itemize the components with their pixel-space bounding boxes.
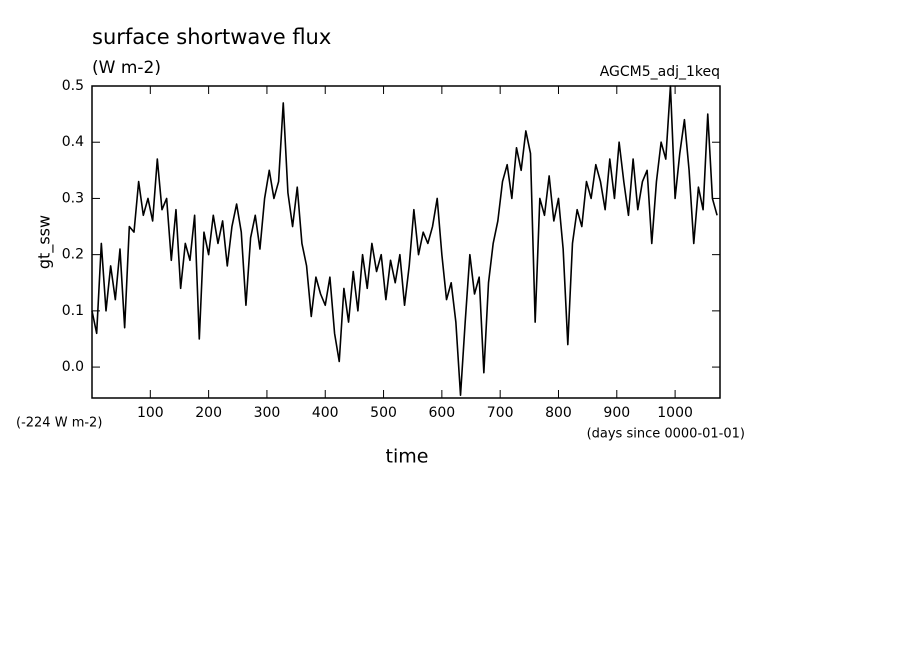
y-tick-label: 0.4 bbox=[62, 134, 84, 150]
y-tick-label: 0.2 bbox=[62, 247, 84, 263]
x-tick-label: 300 bbox=[254, 405, 281, 421]
y-tick-label: 0.0 bbox=[62, 359, 84, 375]
chart-subtitle: (W m-2) bbox=[92, 58, 161, 78]
x-tick-label: 500 bbox=[370, 405, 397, 421]
x-tick-label: 200 bbox=[195, 405, 222, 421]
offset-note: (-224 W m-2) bbox=[16, 416, 102, 431]
x-tick-label: 800 bbox=[545, 405, 572, 421]
x-tick-label: 400 bbox=[312, 405, 339, 421]
plot-frame bbox=[91, 85, 721, 399]
x-tick-label: 900 bbox=[603, 405, 630, 421]
x-units: (days since 0000-01-01) bbox=[587, 427, 745, 442]
x-axis-label: time bbox=[386, 446, 429, 468]
annotation: AGCM5_adj_1keq bbox=[600, 64, 720, 80]
x-tick-label: 600 bbox=[428, 405, 455, 421]
x-tick-label: 100 bbox=[137, 405, 164, 421]
y-tick-label: 0.3 bbox=[62, 190, 84, 206]
y-axis-label: gt_ssw bbox=[35, 215, 55, 269]
x-tick-label: 700 bbox=[487, 405, 514, 421]
y-tick-label: 0.5 bbox=[62, 78, 84, 94]
data-line bbox=[91, 85, 718, 396]
y-tick-label: 0.1 bbox=[62, 303, 84, 319]
x-tick-label: 1000 bbox=[657, 405, 693, 421]
chart-title: surface shortwave flux bbox=[92, 25, 331, 49]
